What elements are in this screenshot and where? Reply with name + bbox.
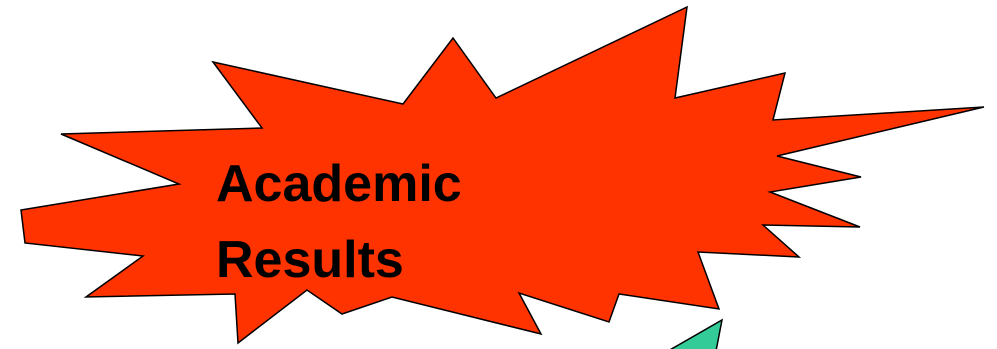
teal-starburst-partial-shape	[669, 318, 724, 349]
burst-title: Academic Results	[216, 146, 462, 298]
burst-title-line2: Results	[216, 231, 404, 289]
explosion-starburst-shape	[20, 5, 985, 345]
burst-title-line1: Academic	[216, 155, 462, 213]
